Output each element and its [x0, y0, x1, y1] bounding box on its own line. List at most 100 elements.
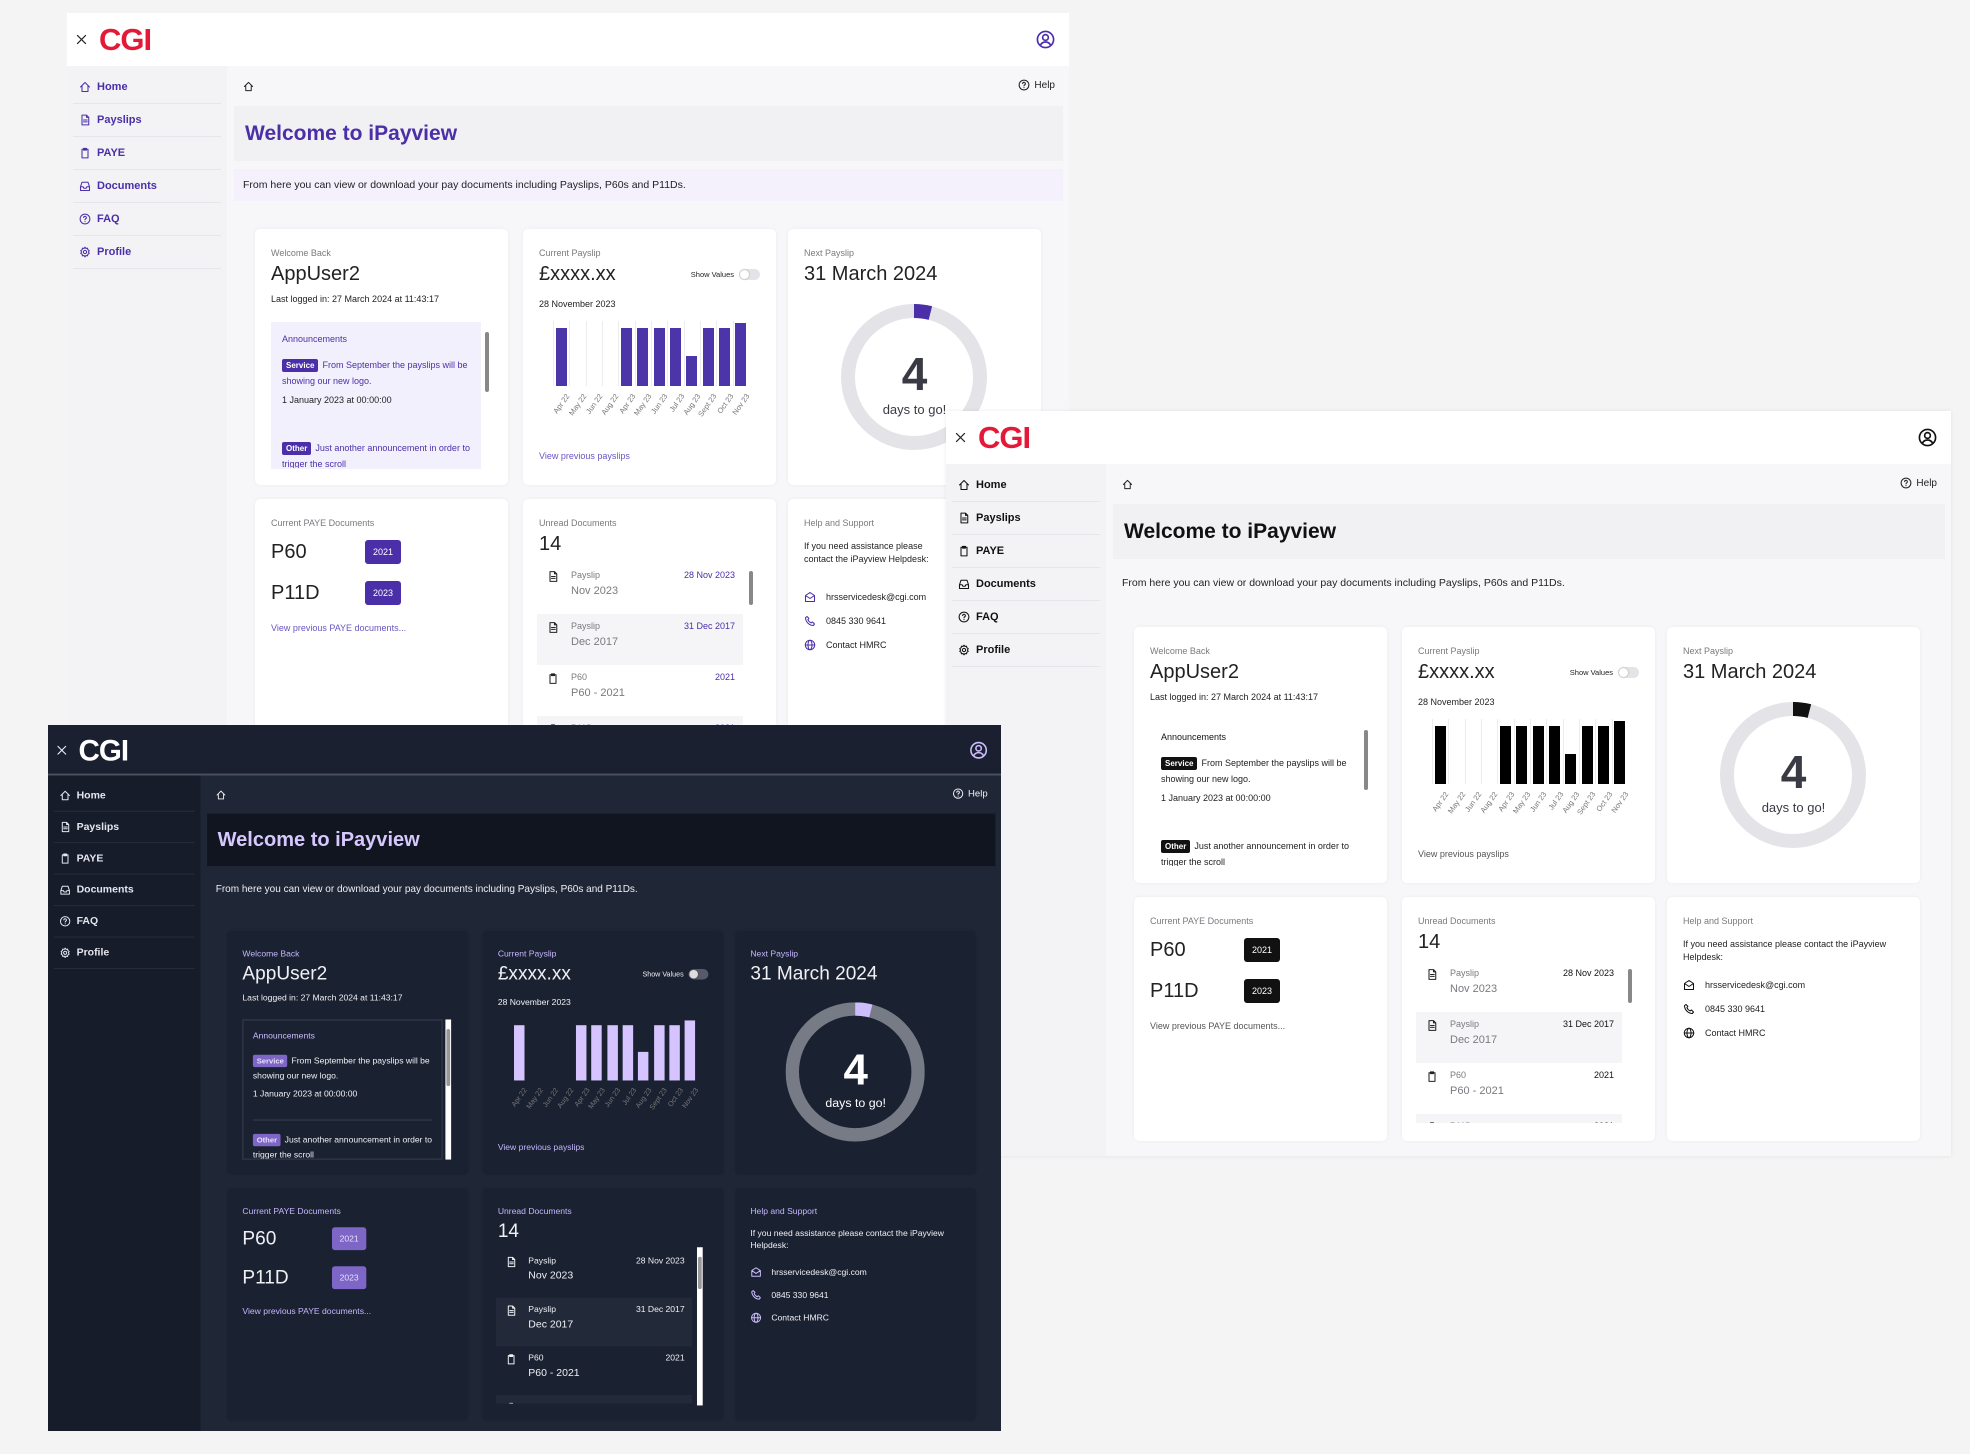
chart-bar[interactable]: [621, 328, 632, 386]
chart-bar[interactable]: [513, 1025, 525, 1081]
unread-document-item[interactable]: P11D 2021: [537, 716, 743, 725]
announcements-panel[interactable]: Announcements Service From September the …: [1150, 720, 1360, 867]
chart-bar[interactable]: [1598, 726, 1609, 784]
chart-bar[interactable]: [702, 328, 714, 386]
user-circle-icon[interactable]: [1036, 30, 1055, 49]
unread-list-scrollbar[interactable]: [1627, 959, 1633, 1125]
announcements-panel[interactable]: Announcements Service From September the …: [242, 1019, 443, 1160]
chart-bar[interactable]: [669, 1025, 680, 1081]
show-values-toggle[interactable]: Show Values: [691, 269, 760, 280]
view-previous-paye-link[interactable]: View previous PAYE documents...: [242, 1306, 372, 1316]
sidebar-item-faq[interactable]: FAQ: [53, 906, 195, 938]
unread-document-item[interactable]: Payslip Nov 2023 28 Nov 2023: [496, 1249, 692, 1298]
announcements-scrollbar[interactable]: [1363, 720, 1369, 867]
helpdesk-email-link[interactable]: hrsservicedesk@cgi.com: [1683, 979, 1805, 991]
view-previous-payslips-link[interactable]: View previous payslips: [539, 451, 630, 461]
user-circle-icon[interactable]: [1918, 428, 1937, 447]
unread-document-item[interactable]: Payslip Dec 2017 31 Dec 2017: [495, 1297, 693, 1347]
chart-bar[interactable]: [555, 328, 567, 386]
sidebar-item-paye[interactable]: PAYE: [952, 535, 1100, 568]
toggle-switch[interactable]: [1618, 667, 1639, 678]
chart-bar[interactable]: [1532, 726, 1544, 784]
chart-bar[interactable]: [653, 328, 665, 386]
chart-bar[interactable]: [622, 1025, 634, 1081]
view-previous-paye-link[interactable]: View previous PAYE documents...: [271, 623, 407, 633]
chart-bar[interactable]: [735, 322, 747, 386]
unread-document-item[interactable]: Payslip Nov 2023 28 Nov 2023: [1416, 961, 1622, 1012]
close-icon[interactable]: [75, 33, 88, 46]
sidebar-item-faq[interactable]: FAQ: [952, 601, 1100, 634]
announcements-scrollbar[interactable]: [445, 1019, 452, 1160]
chart-bar[interactable]: [575, 1025, 587, 1081]
sidebar-item-home[interactable]: Home: [952, 469, 1100, 502]
unread-document-item[interactable]: Payslip Dec 2017 31 Dec 2017: [1416, 1012, 1622, 1063]
unread-document-item[interactable]: P60 P60 - 2021 2021: [1416, 1063, 1622, 1114]
toggle-switch[interactable]: [739, 269, 760, 280]
sidebar-item-documents[interactable]: Documents: [53, 875, 195, 907]
show-values-toggle[interactable]: Show Values: [1570, 667, 1639, 678]
announcements-scrollbar[interactable]: [484, 322, 490, 469]
sidebar-item-payslips[interactable]: Payslips: [73, 104, 221, 137]
chart-bar[interactable]: [1614, 720, 1626, 784]
view-previous-paye-link[interactable]: View previous PAYE documents...: [1150, 1021, 1286, 1031]
chart-bar[interactable]: [591, 1025, 603, 1081]
sidebar-item-home[interactable]: Home: [73, 71, 221, 104]
chart-bar[interactable]: [1516, 726, 1528, 784]
sidebar-item-payslips[interactable]: Payslips: [53, 812, 195, 844]
chart-bar[interactable]: [684, 1020, 696, 1081]
chart-bar[interactable]: [1500, 726, 1511, 784]
unread-document-item[interactable]: P11D 2021: [495, 1394, 693, 1404]
unread-list-scrollbar[interactable]: [696, 1247, 703, 1406]
helpdesk-phone-link[interactable]: 0845 330 9641: [750, 1289, 829, 1300]
view-previous-payslips-link[interactable]: View previous payslips: [1418, 849, 1509, 859]
sidebar-item-home[interactable]: Home: [53, 780, 195, 812]
unread-document-item[interactable]: P60 P60 - 2021 2021: [496, 1346, 692, 1395]
p60-year-badge[interactable]: 2021: [331, 1227, 367, 1251]
close-icon[interactable]: [56, 744, 68, 756]
view-previous-payslips-link[interactable]: View previous payslips: [497, 1142, 585, 1152]
sidebar-item-documents[interactable]: Documents: [73, 170, 221, 203]
chart-bar[interactable]: [1434, 726, 1446, 784]
chart-bar[interactable]: [1581, 726, 1593, 784]
toggle-switch[interactable]: [688, 968, 709, 980]
chart-bar[interactable]: [1549, 726, 1560, 784]
chart-bar[interactable]: [670, 328, 681, 386]
sidebar-item-paye[interactable]: PAYE: [73, 137, 221, 170]
unread-list-scrollbar[interactable]: [748, 561, 754, 727]
help-link[interactable]: Help: [953, 788, 988, 799]
sidebar-item-paye[interactable]: PAYE: [53, 843, 195, 875]
p60-year-badge[interactable]: 2021: [365, 540, 401, 564]
breadcrumb-home-icon[interactable]: [1122, 479, 1133, 490]
announcements-panel[interactable]: Announcements Service From September the …: [271, 322, 481, 469]
sidebar-item-payslips[interactable]: Payslips: [952, 502, 1100, 535]
chart-bar[interactable]: [638, 1051, 649, 1081]
sidebar-item-profile[interactable]: Profile: [53, 938, 195, 969]
p11d-year-badge[interactable]: 2023: [331, 1266, 367, 1290]
sidebar-item-documents[interactable]: Documents: [952, 568, 1100, 601]
p60-year-badge[interactable]: 2021: [1244, 938, 1280, 962]
chart-bar[interactable]: [653, 1025, 665, 1081]
chart-bar[interactable]: [607, 1025, 618, 1081]
help-link[interactable]: Help: [1900, 477, 1937, 489]
help-link[interactable]: Help: [1018, 79, 1055, 91]
contact-hmrc-link[interactable]: Contact HMRC: [804, 639, 887, 651]
p11d-year-badge[interactable]: 2023: [365, 581, 401, 605]
unread-document-item[interactable]: Payslip Dec 2017 31 Dec 2017: [537, 614, 743, 665]
sidebar-item-profile[interactable]: Profile: [73, 236, 221, 269]
p11d-year-badge[interactable]: 2023: [1244, 979, 1280, 1003]
helpdesk-email-link[interactable]: hrsservicedesk@cgi.com: [804, 591, 926, 603]
helpdesk-phone-link[interactable]: 0845 330 9641: [1683, 1003, 1765, 1015]
sidebar-item-profile[interactable]: Profile: [952, 634, 1100, 667]
unread-document-item[interactable]: Payslip Nov 2023 28 Nov 2023: [537, 563, 743, 614]
chart-bar[interactable]: [637, 328, 649, 386]
unread-document-item[interactable]: P11D 2021: [1416, 1114, 1622, 1123]
chart-bar[interactable]: [1565, 753, 1577, 784]
chart-bar[interactable]: [686, 355, 698, 386]
chart-bar[interactable]: [719, 328, 730, 386]
user-circle-icon[interactable]: [970, 741, 988, 759]
helpdesk-phone-link[interactable]: 0845 330 9641: [804, 615, 886, 627]
show-values-toggle[interactable]: Show Values: [642, 968, 709, 980]
sidebar-item-faq[interactable]: FAQ: [73, 203, 221, 236]
breadcrumb-home-icon[interactable]: [216, 790, 226, 800]
helpdesk-email-link[interactable]: hrsservicedesk@cgi.com: [750, 1266, 867, 1277]
